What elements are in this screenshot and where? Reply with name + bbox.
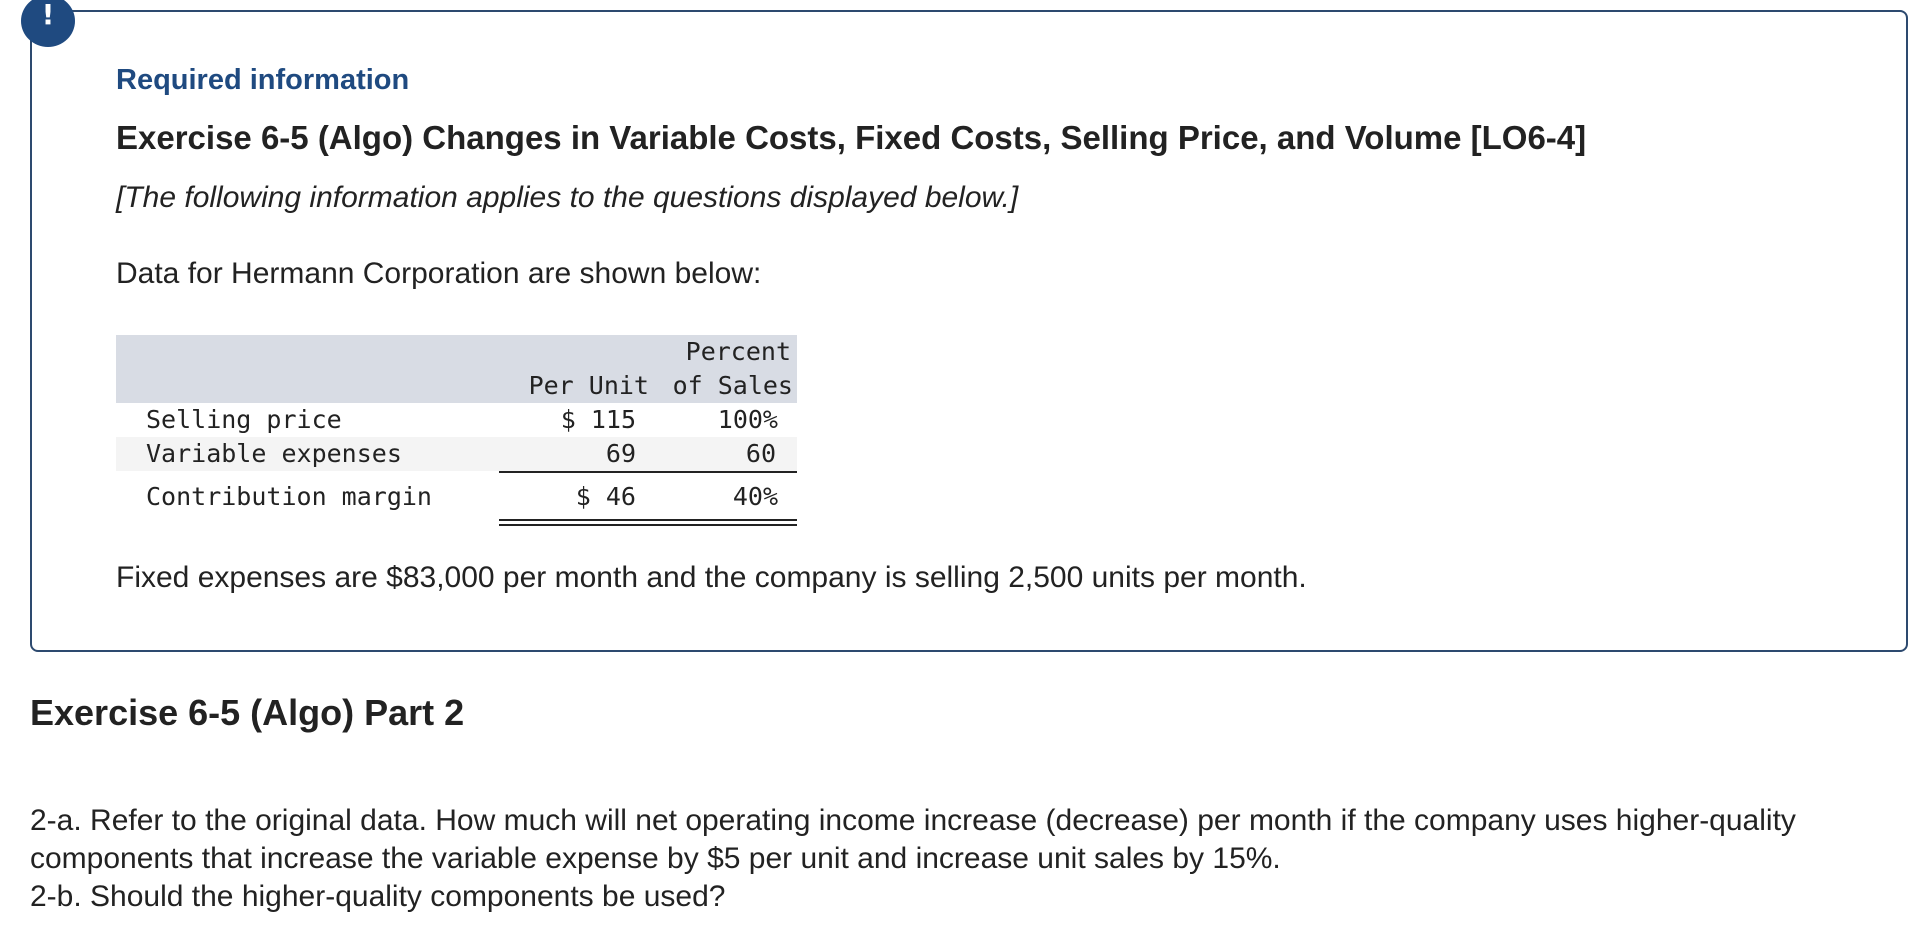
row-label-contribution-margin: Contribution margin xyxy=(146,482,432,511)
alert-icon: ! xyxy=(21,0,75,47)
exercise-title: Exercise 6-5 (Algo) Changes in Variable … xyxy=(116,119,1587,156)
fixed-expenses-text: Fixed expenses are $83,000 per month and… xyxy=(116,561,1307,594)
question-2b: 2-b. Should the higher-quality component… xyxy=(30,880,726,913)
table-header-background xyxy=(116,335,797,403)
exercise-note: [The following information applies to th… xyxy=(116,181,1019,214)
row-label-variable-expenses: Variable expenses xyxy=(146,439,402,468)
row-label-selling-price: Selling price xyxy=(146,405,342,434)
question-2a-line2: components that increase the variable ex… xyxy=(30,842,1281,875)
subtotal-rule xyxy=(499,471,797,473)
required-information-panel xyxy=(30,10,1908,652)
row-percent-contribution-margin: 40% xyxy=(732,482,778,511)
question-2a-line1: 2-a. Refer to the original data. How muc… xyxy=(30,804,1796,837)
row-per-unit-variable-expenses: 69 xyxy=(605,439,636,468)
total-double-rule-top xyxy=(499,519,797,521)
row-per-unit-selling-price: $ 115 xyxy=(560,405,636,434)
contribution-format-table: Percent Per Unit of Sales Selling price … xyxy=(116,335,797,530)
part-title: Exercise 6-5 (Algo) Part 2 xyxy=(30,692,465,733)
table-row-stripe xyxy=(116,437,797,471)
header-per-unit: Per Unit xyxy=(528,371,649,400)
row-per-unit-contribution-margin: $ 46 xyxy=(575,482,636,511)
total-double-rule-bottom xyxy=(499,524,797,526)
header-percent-line1: Percent xyxy=(685,337,791,366)
required-information-title: Required information xyxy=(116,64,410,96)
row-percent-variable-expenses: 60 xyxy=(745,439,776,468)
row-percent-selling-price: 100% xyxy=(717,405,778,434)
header-percent-line2: of Sales xyxy=(672,371,793,400)
intro-text: Data for Hermann Corporation are shown b… xyxy=(116,257,762,290)
